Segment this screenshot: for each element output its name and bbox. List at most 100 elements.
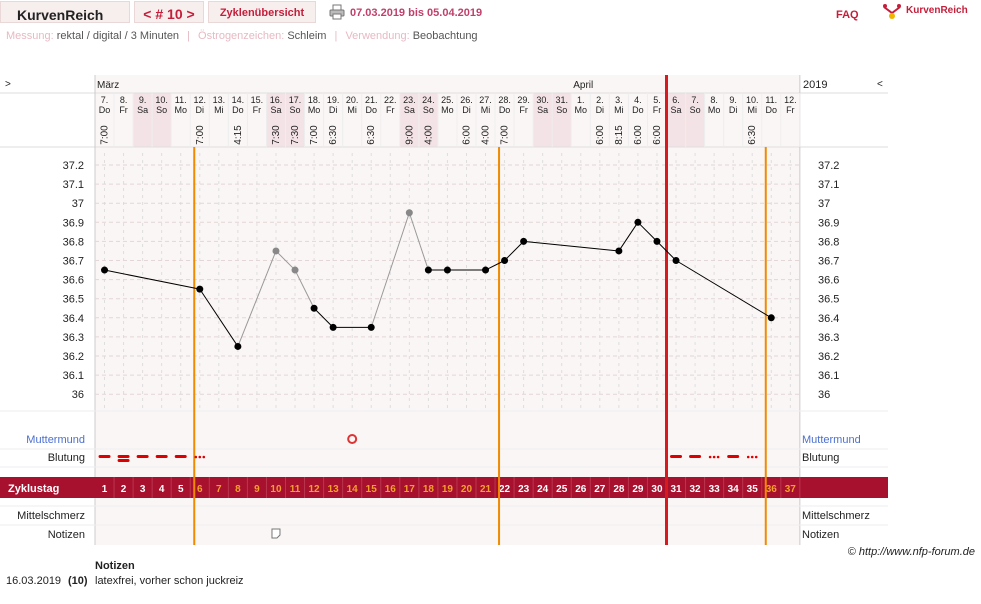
cycle-day-number: 3: [140, 484, 146, 495]
day-number: 30.: [536, 95, 549, 105]
cycle-day-number: 5: [178, 484, 184, 495]
y-tick-right: 36.8: [818, 236, 839, 248]
weekday-label: Fr: [253, 105, 262, 115]
bleeding-dash: [155, 455, 168, 458]
bleeding-spot-dot: [198, 455, 202, 459]
cycle-day-number: 19: [442, 484, 454, 495]
temperature-point: [367, 323, 375, 331]
day-number: 21.: [365, 95, 378, 105]
bleeding-dash: [689, 455, 702, 458]
usage-label: Verwendung:: [345, 30, 410, 42]
kurvenreich-logo-icon[interactable]: [882, 3, 902, 21]
brand-title[interactable]: KurvenReich: [0, 1, 130, 23]
temperature-point: [310, 304, 318, 312]
measure-time: 6:00: [633, 125, 644, 145]
y-tick-right: 36.2: [818, 351, 839, 363]
temperature-line-segment: [237, 250, 277, 347]
day-number: 5.: [653, 95, 661, 105]
bleeding-label-right: Blutung: [802, 452, 839, 464]
weekday-label: Do: [365, 105, 377, 115]
temperature-point: [196, 285, 204, 293]
y-tick-right: 36.1: [818, 370, 839, 382]
cervix-symbol-icon: [347, 434, 358, 444]
logo-text[interactable]: KurvenReich: [906, 5, 968, 16]
temperature-point: [520, 237, 528, 245]
cycle-overview-tab[interactable]: Zyklenübersicht: [208, 1, 316, 23]
day-number: 10.: [155, 95, 168, 105]
y-tick-right: 37.1: [818, 179, 839, 191]
weekday-label: Fr: [786, 105, 795, 115]
day-number: 12.: [194, 95, 207, 105]
notes-heading: Notizen: [95, 560, 135, 572]
temperature-point: [405, 209, 413, 217]
faq-link[interactable]: FAQ: [836, 9, 859, 21]
measure-time: 8:15: [614, 125, 625, 145]
cycle-day-number: 26: [575, 484, 587, 495]
weekday-label: Mo: [308, 105, 321, 115]
right-label-column: [799, 75, 888, 545]
weekend-column-shade: [399, 93, 419, 147]
cycle-day-number: 14: [347, 484, 359, 495]
bleeding-spot-dot: [712, 455, 716, 459]
day-number: 16.: [270, 95, 283, 105]
temperature-line-segment: [504, 241, 524, 261]
cycle-day-number: 36: [766, 484, 778, 495]
bleeding-spot-dot: [708, 455, 712, 459]
weekday-label: Do: [232, 105, 244, 115]
day-number: 24.: [422, 95, 435, 105]
weekend-column-shade: [533, 93, 553, 147]
measure-time: 4:00: [481, 125, 492, 145]
measure-time: 6:00: [595, 125, 606, 145]
cycle-chart-svg: >2019 <März April7.Do7:008.Fr9.Sa10.So11.M…: [0, 74, 889, 546]
cycle-day-number: 11: [290, 484, 301, 495]
day-number: 31.: [555, 95, 568, 105]
y-tick-right: 36.3: [818, 332, 839, 344]
day-number: 9.: [139, 95, 147, 105]
measure-time: 6:00: [461, 125, 472, 145]
cycle-day-number: 10: [270, 484, 282, 495]
year-label: 2019: [803, 79, 827, 91]
day-number: 3.: [615, 95, 623, 105]
day-number: 14.: [232, 95, 245, 105]
day-number: 11.: [175, 95, 187, 105]
weekday-label: Mi: [481, 105, 491, 115]
temperature-point: [272, 247, 280, 255]
day-number: 1.: [577, 95, 585, 105]
measure-time: 7:30: [271, 125, 282, 145]
bleeding-spot-dot: [716, 455, 720, 459]
day-number: 15.: [251, 95, 264, 105]
y-tick-left: 36.4: [63, 313, 84, 325]
weekday-label: Do: [499, 105, 511, 115]
bleeding-dash: [670, 455, 683, 458]
temperature-point: [101, 266, 109, 274]
y-tick-left: 37: [72, 198, 84, 210]
day-number: 13.: [213, 95, 226, 105]
measure-time: 7:00: [309, 125, 320, 145]
weekday-label: Mo: [441, 105, 454, 115]
cycle-day-label: Zyklustag: [8, 483, 59, 495]
printer-icon[interactable]: [329, 4, 345, 20]
measure-time: 6:00: [652, 125, 663, 145]
weekend-column-shade: [418, 93, 438, 147]
day-number: 29.: [517, 95, 530, 105]
weekend-column-shade: [266, 93, 286, 147]
cycle-navigator[interactable]: < # 10 >: [134, 1, 204, 23]
weekday-label: Fr: [519, 105, 528, 115]
measure-time: 6:30: [328, 125, 339, 145]
note-date: 16.03.2019: [6, 575, 62, 587]
day-number: 4.: [634, 95, 642, 105]
day-number: 20.: [346, 95, 359, 105]
weekend-column-shade: [685, 93, 705, 147]
y-tick-left: 36.9: [63, 217, 84, 229]
day-number: 19.: [327, 95, 340, 105]
cycle-day-number: 29: [632, 484, 644, 495]
temperature-point: [424, 266, 432, 274]
estrogen-value: Schleim: [287, 30, 327, 42]
weekend-column-shade: [152, 93, 172, 147]
temperature-point: [443, 266, 451, 274]
cycle-day-number: 34: [728, 484, 740, 495]
y-tick-right: 37: [818, 198, 830, 210]
notes-label-right: Notizen: [802, 529, 839, 541]
y-tick-left: 36.8: [63, 236, 84, 248]
y-tick-left: 37.1: [63, 179, 84, 191]
